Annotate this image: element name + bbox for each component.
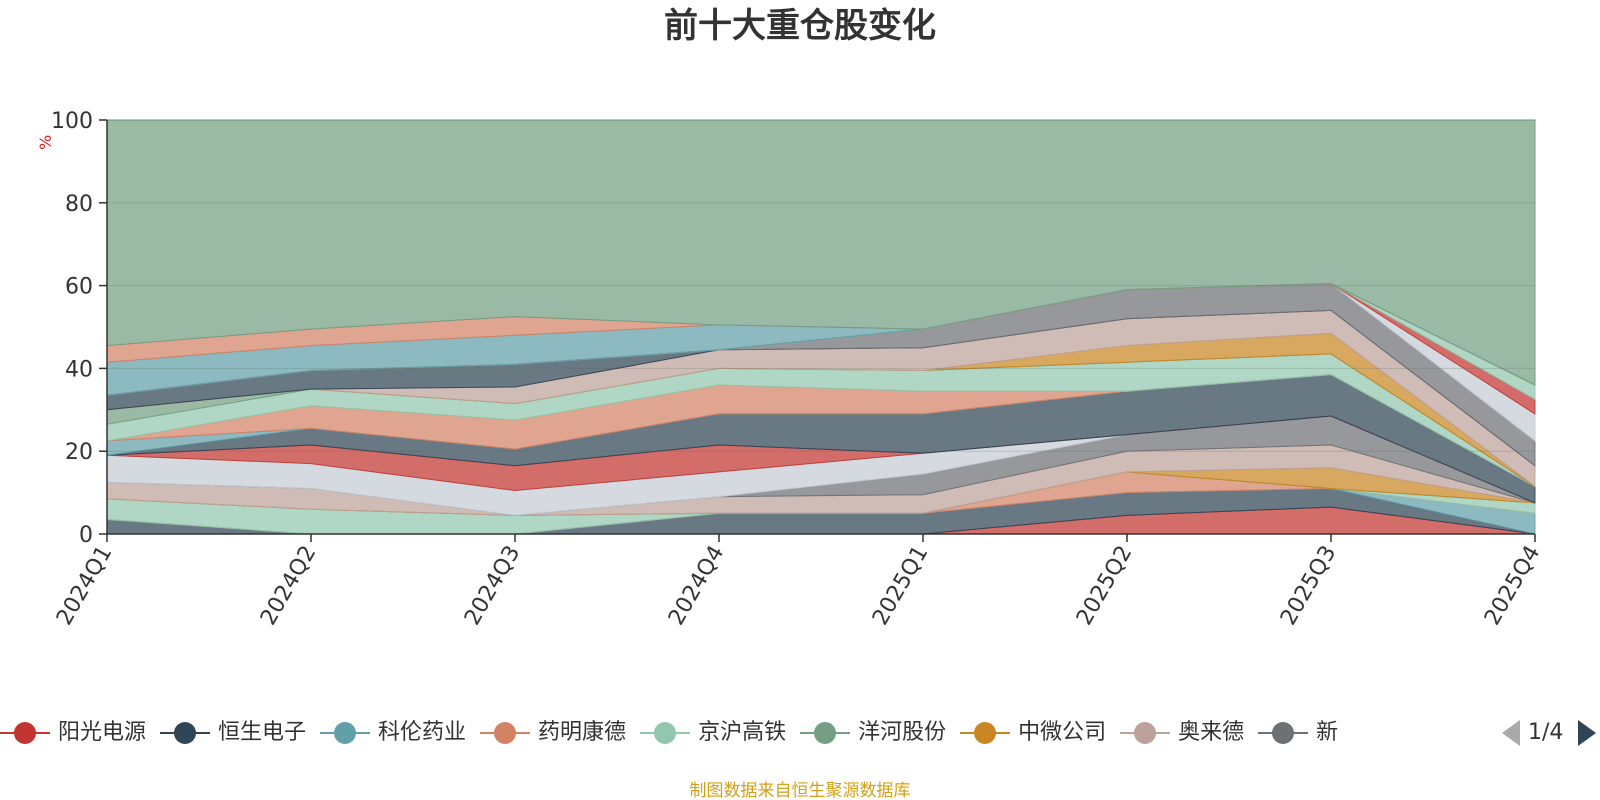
legend-label: 新: [1316, 720, 1339, 745]
legend-marker-icon: [1258, 713, 1309, 753]
x-tick-label-2024Q1: 2024Q1: [52, 542, 117, 630]
y-tick-labels: 0 20 40 60 80 100: [51, 109, 93, 548]
gridlines: [107, 119, 1535, 452]
legend-item-2[interactable]: 科伦药业: [320, 713, 466, 753]
y-tick-label-100: 100: [51, 109, 93, 134]
y-tick-label-80: 80: [65, 192, 93, 217]
legend-label: 京沪高铁: [698, 720, 787, 745]
legend-marker-icon: [800, 713, 851, 753]
legend-label: 恒生电子: [218, 720, 307, 745]
chart-title: 前十大重仓股变化: [664, 6, 936, 46]
legend-marker-icon: [1120, 713, 1171, 753]
legend-item-4[interactable]: 京沪高铁: [640, 713, 786, 753]
x-tick-label-2025Q3: 2025Q3: [1276, 542, 1341, 630]
legend-item-1[interactable]: 恒生电子: [160, 713, 306, 753]
area-layers: [106, 119, 1536, 535]
legend-marker-icon: [160, 713, 211, 753]
x-tick-label-2024Q4: 2024Q4: [664, 542, 729, 630]
source-note: 制图数据来自恒生聚源数据库: [689, 781, 911, 800]
y-tick-label-60: 60: [65, 275, 93, 300]
legend-marker-icon: [0, 713, 50, 753]
legend-label: 药明康德: [538, 720, 627, 745]
legend-item-0[interactable]: 阳光电源: [0, 713, 146, 753]
x-tick-labels: 2024Q1 2024Q2 2024Q3 2024Q4 2025Q1 2025Q2 2025…: [52, 542, 1545, 630]
legend-item-8[interactable]: 新: [1258, 713, 1338, 753]
x-tick-label-2025Q2: 2025Q2: [1072, 542, 1137, 630]
x-tick-label-2024Q2: 2024Q2: [256, 542, 321, 630]
legend-label: 洋河股份: [858, 720, 947, 745]
axes: [99, 119, 1536, 542]
x-tick-label-2025Q1: 2025Q1: [868, 542, 933, 630]
legend-label: 中微公司: [1018, 720, 1107, 745]
legend-item-5[interactable]: 洋河股份: [800, 713, 946, 753]
x-tick-label-2025Q4: 2025Q4: [1480, 542, 1545, 630]
legend-label: 奥来德: [1178, 720, 1245, 745]
y-tick-label-20: 20: [65, 440, 93, 465]
area-series-remainder: [106, 119, 1536, 386]
legend-label: 科伦药业: [378, 720, 467, 745]
y-tick-label-40: 40: [65, 357, 93, 382]
y-tick-label-0: 0: [79, 523, 93, 548]
legend-marker-icon: [640, 713, 691, 753]
legend-marker-icon: [320, 713, 371, 753]
legend-item-6[interactable]: 中微公司: [960, 713, 1106, 753]
legend-prev-icon[interactable]: [1502, 720, 1520, 746]
legend-marker-icon: [480, 713, 531, 753]
legend-item-3[interactable]: 药明康德: [480, 713, 626, 753]
legend-pager: 1/4: [1498, 713, 1600, 753]
legend-item-7[interactable]: 奥来德: [1120, 713, 1244, 753]
legend-label: 阳光电源: [58, 720, 147, 745]
legend-page-indicator: 1/4: [1528, 720, 1564, 745]
legend-next-icon[interactable]: [1578, 720, 1596, 746]
legend: 阳光电源 恒生电子 科伦药业 药明康德 京沪高铁 洋河股份 中微公司 奥来德 新: [0, 713, 1480, 753]
y-axis-label: %: [36, 134, 55, 150]
legend-marker-icon: [960, 713, 1011, 753]
x-tick-label-2024Q3: 2024Q3: [460, 542, 525, 630]
